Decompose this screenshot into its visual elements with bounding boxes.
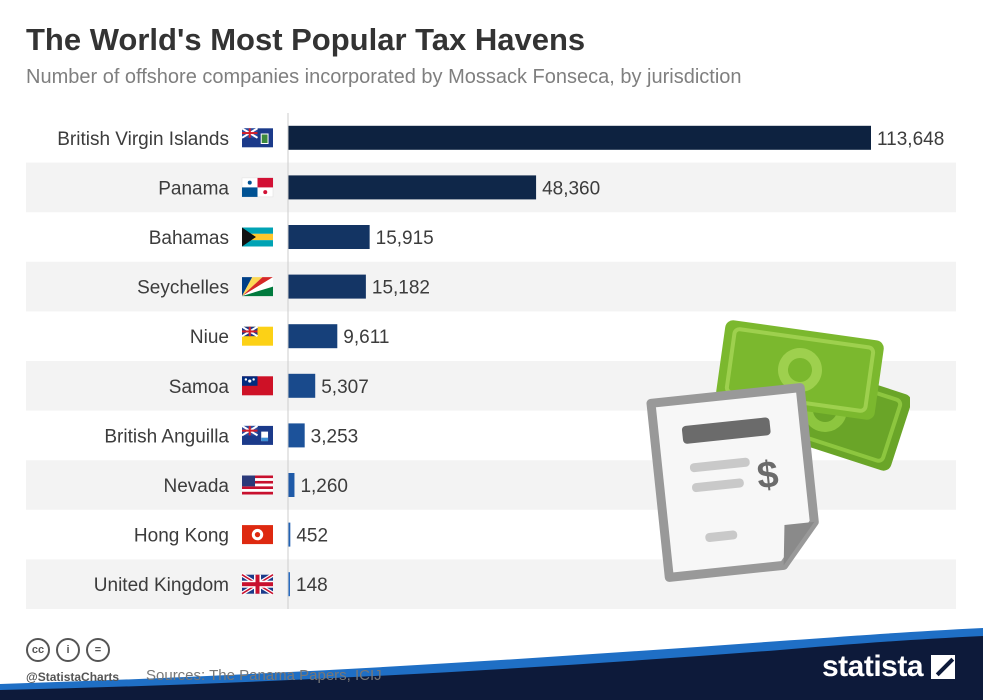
usa-flag-icon bbox=[242, 475, 273, 495]
category-label: British Anguilla bbox=[104, 426, 229, 447]
row-band bbox=[26, 559, 956, 609]
category-label: Niue bbox=[190, 327, 229, 348]
chart-subtitle: Number of offshore companies incorporate… bbox=[26, 66, 742, 88]
value-label: 3,253 bbox=[311, 426, 359, 447]
uk-flag-icon bbox=[240, 572, 275, 596]
license-icons: cc i = bbox=[26, 638, 110, 662]
brand-text: statista bbox=[822, 650, 924, 683]
category-label: Bahamas bbox=[149, 228, 229, 249]
invoice-document-icon: $ bbox=[646, 383, 819, 582]
anguilla-flag-icon bbox=[241, 425, 273, 445]
attribution-icon: i bbox=[56, 638, 80, 662]
row-band bbox=[26, 261, 956, 312]
money-invoice-illustration: $ bbox=[646, 320, 910, 582]
statista-logo: statista bbox=[822, 650, 956, 684]
value-label: 113,648 bbox=[877, 129, 944, 150]
bvi-flag-icon bbox=[241, 127, 273, 148]
bar bbox=[288, 324, 338, 349]
bar bbox=[288, 225, 370, 249]
bar bbox=[288, 125, 871, 150]
bar bbox=[288, 274, 366, 299]
statista-handle: @StatistaCharts bbox=[26, 670, 120, 684]
panama-flag-icon bbox=[241, 177, 274, 198]
bar bbox=[288, 175, 537, 200]
bar bbox=[288, 572, 290, 597]
svg-text:$: $ bbox=[755, 454, 780, 498]
hong-kong-flag-icon bbox=[242, 525, 273, 545]
samoa-flag-icon bbox=[242, 376, 273, 396]
bar bbox=[288, 373, 316, 398]
bar bbox=[288, 522, 291, 547]
value-label: 15,915 bbox=[376, 228, 434, 249]
creative-commons-icon: cc bbox=[26, 638, 50, 662]
bahamas-flag-icon bbox=[242, 227, 273, 247]
category-label: British Virgin Islands bbox=[57, 129, 229, 150]
chart-title: The World's Most Popular Tax Havens bbox=[26, 22, 586, 57]
category-label: Seychelles bbox=[137, 278, 229, 299]
statista-mark-icon bbox=[931, 655, 956, 679]
category-label: Hong Kong bbox=[134, 526, 229, 547]
category-label: Nevada bbox=[164, 476, 230, 497]
value-label: 1,260 bbox=[300, 476, 348, 497]
bar bbox=[288, 423, 305, 448]
no-derivatives-icon: = bbox=[86, 638, 110, 662]
value-label: 9,611 bbox=[343, 327, 389, 348]
value-label: 452 bbox=[296, 526, 328, 547]
bar bbox=[288, 473, 295, 497]
category-label: United Kingdom bbox=[94, 575, 229, 596]
value-label: 15,182 bbox=[372, 278, 430, 299]
value-label: 148 bbox=[296, 575, 328, 596]
niue-flag-icon bbox=[241, 325, 273, 346]
category-label: Samoa bbox=[169, 377, 230, 398]
sources-note: Sources: The Panama Papers, ICIJ bbox=[146, 667, 382, 684]
seychelles-flag-icon bbox=[242, 277, 273, 297]
category-label: Panama bbox=[158, 178, 229, 199]
value-label: 48,360 bbox=[542, 178, 600, 199]
value-label: 5,307 bbox=[321, 377, 369, 398]
